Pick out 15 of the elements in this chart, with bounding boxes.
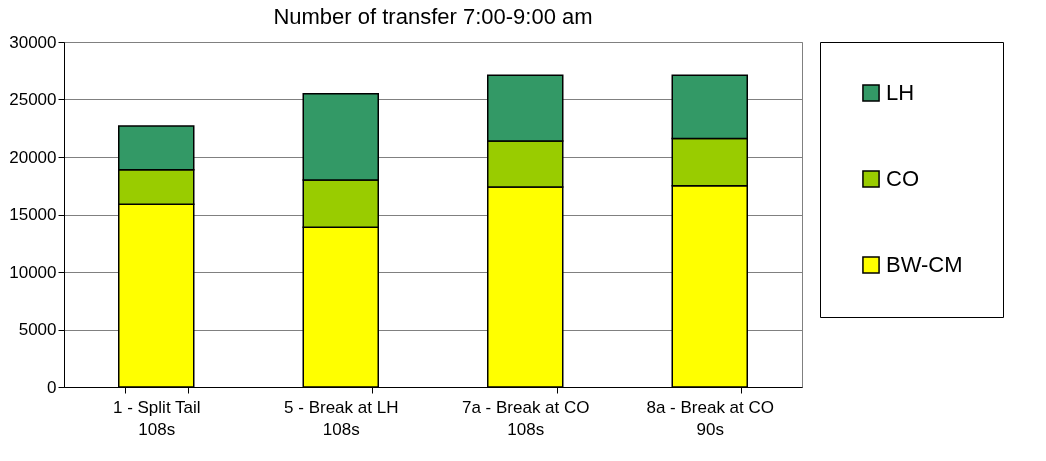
y-tick-label: 0: [47, 377, 57, 397]
legend-label: LH: [886, 80, 915, 105]
y-tick-label: 25000: [9, 90, 57, 109]
legend-label: BW-CM: [886, 252, 963, 277]
chart-title: Number of transfer 7:00-9:00 am: [273, 4, 593, 29]
y-tick-label: 15000: [9, 205, 57, 224]
x-tick-label: 7a - Break at CO 108s: [461, 397, 590, 439]
x-tick-label: 5 - Break at LH 108s: [284, 397, 399, 439]
x-tick-label: 8a - Break at CO 90s: [646, 397, 775, 439]
x-tick-label: 1 - Split Tail 108s: [112, 397, 201, 439]
y-tick-label: 5000: [18, 320, 57, 339]
y-tick-label: 10000: [9, 262, 57, 282]
y-tick-label: 30000: [9, 32, 57, 52]
y-tick-label: 20000: [9, 147, 57, 167]
legend-label: CO: [886, 166, 919, 191]
